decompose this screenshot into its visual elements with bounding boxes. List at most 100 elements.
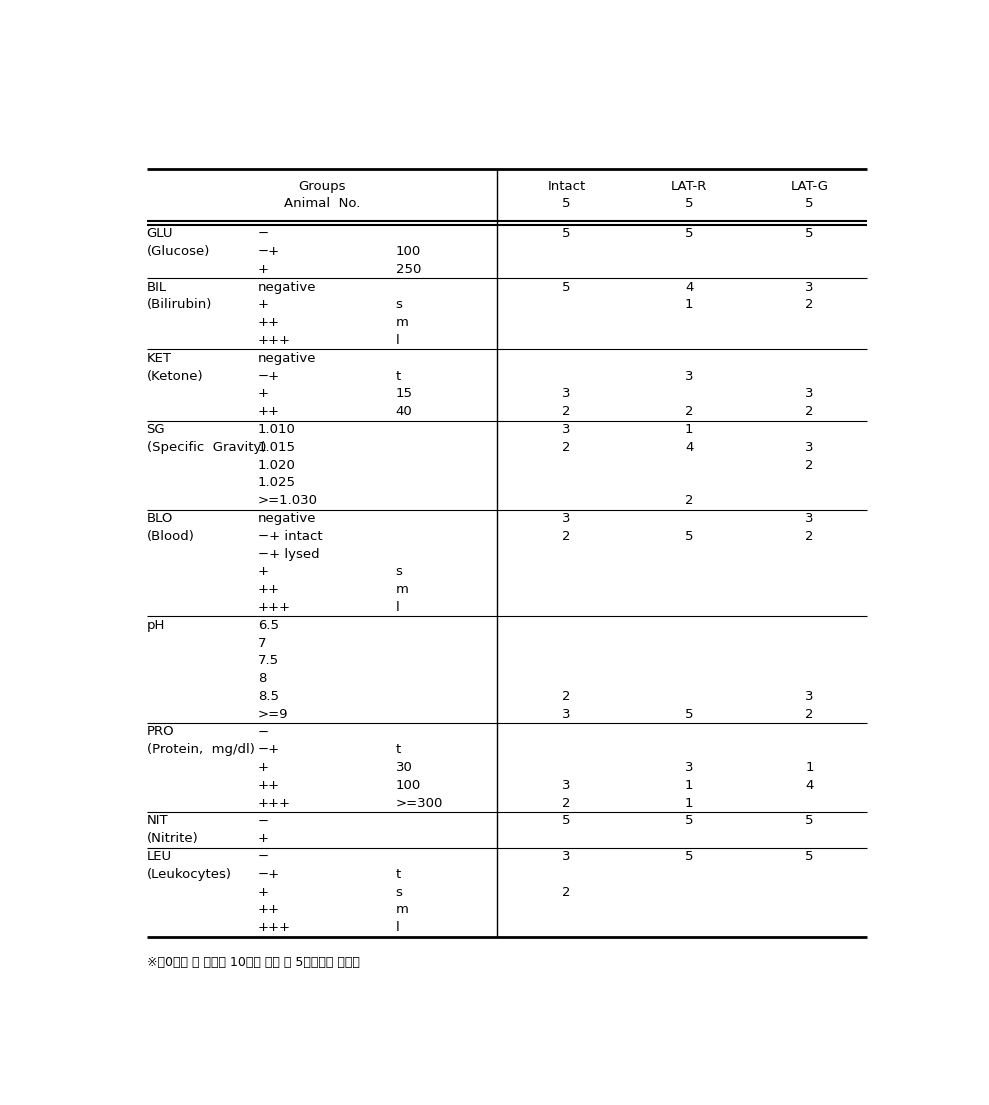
Text: ++: ++ xyxy=(258,316,280,329)
Text: −+: −+ xyxy=(258,369,280,382)
Text: l: l xyxy=(396,922,400,934)
Text: 7: 7 xyxy=(258,636,266,650)
Text: 3: 3 xyxy=(563,512,571,525)
Text: +: + xyxy=(258,263,269,276)
Text: t: t xyxy=(396,867,401,881)
Text: 3: 3 xyxy=(563,423,571,436)
Text: 2: 2 xyxy=(563,406,571,418)
Text: 15: 15 xyxy=(396,388,412,400)
Text: 30: 30 xyxy=(396,761,412,775)
Text: 2: 2 xyxy=(805,298,814,312)
Text: 2: 2 xyxy=(563,886,571,898)
Text: BLO: BLO xyxy=(146,512,173,525)
Text: 5: 5 xyxy=(685,529,693,543)
Text: 2: 2 xyxy=(685,494,693,507)
Text: m: m xyxy=(396,583,408,596)
Text: +: + xyxy=(258,886,269,898)
Text: 3: 3 xyxy=(563,388,571,400)
Text: 1.010: 1.010 xyxy=(258,423,296,436)
Text: 5: 5 xyxy=(685,850,693,863)
Text: 1: 1 xyxy=(805,761,814,775)
Text: −+: −+ xyxy=(258,744,280,756)
Text: KET: KET xyxy=(146,351,172,365)
Text: 2: 2 xyxy=(563,529,571,543)
Text: 5: 5 xyxy=(563,281,571,294)
Text: 3: 3 xyxy=(805,690,814,703)
Text: 5: 5 xyxy=(805,850,814,863)
Text: SG: SG xyxy=(146,423,165,436)
Text: +: + xyxy=(258,566,269,578)
Text: 5: 5 xyxy=(685,707,693,720)
Text: LAT-G: LAT-G xyxy=(790,180,829,193)
Text: >=1.030: >=1.030 xyxy=(258,494,317,507)
Text: 5: 5 xyxy=(563,814,571,828)
Text: 2: 2 xyxy=(563,690,571,703)
Text: −+ intact: −+ intact xyxy=(258,529,322,543)
Text: Animal  No.: Animal No. xyxy=(284,197,360,210)
Text: +++: +++ xyxy=(258,922,291,934)
Text: 5: 5 xyxy=(805,814,814,828)
Text: m: m xyxy=(396,904,408,916)
Text: +: + xyxy=(258,761,269,775)
Text: BIL: BIL xyxy=(146,281,167,294)
Text: GLU: GLU xyxy=(146,228,173,240)
Text: Groups: Groups xyxy=(298,180,345,193)
Text: 2: 2 xyxy=(685,406,693,418)
Text: (Nitrite): (Nitrite) xyxy=(146,832,199,845)
Text: 3: 3 xyxy=(563,779,571,792)
Text: LEU: LEU xyxy=(146,850,172,863)
Text: 3: 3 xyxy=(563,707,571,720)
Text: +++: +++ xyxy=(258,601,291,614)
Text: −: − xyxy=(258,850,269,863)
Text: 100: 100 xyxy=(396,245,421,257)
Text: ++: ++ xyxy=(258,904,280,916)
Text: ++: ++ xyxy=(258,406,280,418)
Text: 2: 2 xyxy=(563,441,571,454)
Text: 3: 3 xyxy=(805,388,814,400)
Text: 2: 2 xyxy=(805,459,814,472)
Text: negative: negative xyxy=(258,512,316,525)
Text: 100: 100 xyxy=(396,779,421,792)
Text: 3: 3 xyxy=(685,369,693,382)
Text: s: s xyxy=(396,886,403,898)
Text: s: s xyxy=(396,298,403,312)
Text: negative: negative xyxy=(258,351,316,365)
Text: ++: ++ xyxy=(258,583,280,596)
Text: t: t xyxy=(396,744,401,756)
Text: 3: 3 xyxy=(805,441,814,454)
Text: negative: negative xyxy=(258,281,316,294)
Text: 5: 5 xyxy=(805,197,814,210)
Text: 1: 1 xyxy=(685,779,693,792)
Text: 1: 1 xyxy=(685,298,693,312)
Text: 6.5: 6.5 xyxy=(258,619,279,632)
Text: 5: 5 xyxy=(563,228,571,240)
Text: t: t xyxy=(396,369,401,382)
Text: −: − xyxy=(258,726,269,738)
Text: 3: 3 xyxy=(685,761,693,775)
Text: 2: 2 xyxy=(805,707,814,720)
Text: (Glucose): (Glucose) xyxy=(146,245,210,257)
Text: ++: ++ xyxy=(258,779,280,792)
Text: 8: 8 xyxy=(258,672,266,685)
Text: −+: −+ xyxy=(258,867,280,881)
Text: 1.015: 1.015 xyxy=(258,441,296,454)
Text: (Leukocytes): (Leukocytes) xyxy=(146,867,231,881)
Text: pH: pH xyxy=(146,619,165,632)
Text: 1: 1 xyxy=(685,423,693,436)
Text: +: + xyxy=(258,832,269,845)
Text: NIT: NIT xyxy=(146,814,168,828)
Text: (Specific  Gravity): (Specific Gravity) xyxy=(146,441,266,454)
Text: 5: 5 xyxy=(805,228,814,240)
Text: −+ lysed: −+ lysed xyxy=(258,547,319,560)
Text: l: l xyxy=(396,334,400,347)
Text: (Bilirubin): (Bilirubin) xyxy=(146,298,212,312)
Text: 1: 1 xyxy=(685,797,693,810)
Text: 5: 5 xyxy=(685,814,693,828)
Text: +: + xyxy=(258,388,269,400)
Text: Intact: Intact xyxy=(548,180,585,193)
Text: LAT-R: LAT-R xyxy=(672,180,707,193)
Text: 1.020: 1.020 xyxy=(258,459,296,472)
Text: 5: 5 xyxy=(685,197,693,210)
Text: 2: 2 xyxy=(563,797,571,810)
Text: m: m xyxy=(396,316,408,329)
